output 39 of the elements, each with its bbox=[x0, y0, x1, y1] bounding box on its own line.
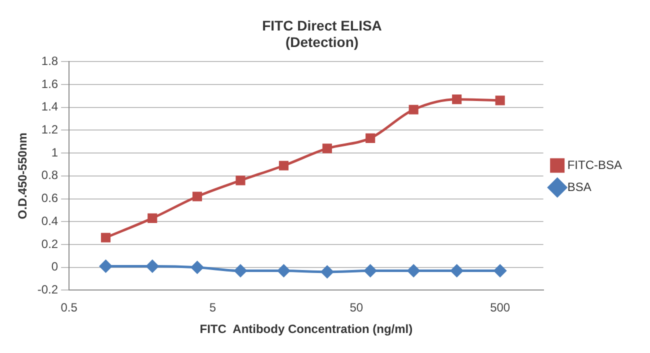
x-axis-title: FITC Antibody Concentration (ng/ml) bbox=[200, 322, 413, 336]
chart-subtitle: (Detection) bbox=[285, 34, 359, 50]
chart-title: FITC Direct ELISA bbox=[262, 17, 382, 34]
point bbox=[495, 96, 505, 106]
point bbox=[407, 264, 420, 278]
y-tick-label: 0.2 bbox=[41, 236, 58, 251]
point bbox=[148, 213, 158, 223]
y-tick-label: 0.4 bbox=[41, 214, 58, 228]
point bbox=[236, 176, 246, 186]
y-tick-label: 1 bbox=[51, 145, 58, 160]
point bbox=[408, 104, 418, 114]
x-tick-label: 5 bbox=[209, 300, 216, 315]
y-tick-label: 1.8 bbox=[41, 54, 58, 68]
legend-label: FITC-BSA bbox=[567, 158, 622, 172]
y-tick-label: 1.2 bbox=[41, 122, 58, 136]
y-tick-label: 0.8 bbox=[41, 168, 58, 182]
point bbox=[190, 261, 204, 274]
point bbox=[452, 94, 462, 104]
legend-label: BSA bbox=[567, 180, 592, 194]
x-tick-label: 500 bbox=[490, 300, 510, 315]
point bbox=[494, 264, 506, 278]
point bbox=[366, 133, 376, 143]
y-tick-label: 0.6 bbox=[41, 191, 58, 206]
point bbox=[146, 260, 159, 272]
y-axis-title: O.D.450-550nm bbox=[16, 132, 30, 220]
y-tick-label: -0.2 bbox=[37, 282, 58, 297]
y-tick-label: 0 bbox=[51, 260, 58, 274]
point bbox=[322, 144, 332, 154]
point bbox=[277, 264, 290, 278]
point bbox=[278, 160, 289, 170]
x-tick-label: 50 bbox=[350, 300, 364, 315]
point bbox=[364, 264, 377, 278]
x-tick-label: 0.5 bbox=[60, 300, 78, 315]
point bbox=[234, 264, 247, 278]
y-tick-label: 1.4 bbox=[41, 100, 58, 114]
point bbox=[192, 192, 202, 202]
y-tick-label: 1.6 bbox=[41, 76, 58, 91]
point bbox=[320, 266, 334, 278]
point bbox=[450, 264, 464, 278]
